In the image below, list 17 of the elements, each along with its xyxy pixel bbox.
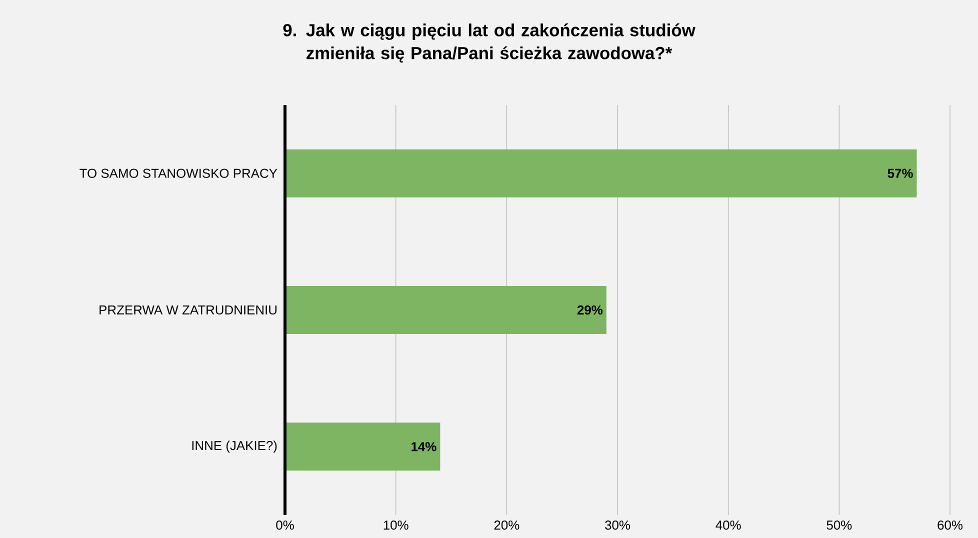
x-tick-label: 0% [276,520,294,530]
bar [285,149,917,198]
chart-title: 9. Jak w ciągu pięciu lat od zakończenia studiów zmieniła się Pana/Pani ścieżka zawodowa?* [283,23,696,63]
data-label: 29% [577,305,603,315]
data-label: 57% [888,168,913,178]
x-tick-label: 10% [384,520,408,530]
y-tick-label: INNE (JAKIE?) [192,440,277,453]
x-tick-label: 50% [826,520,852,530]
data-label: 14% [412,442,436,452]
y-tick-label: PRZERWA W ZATRUDNIENIU [100,305,276,315]
x-tick-label: 60% [938,520,963,530]
bar [285,422,440,471]
bar [285,286,606,334]
y-tick-label: TO SAMO STANOWISKO PRACY [80,168,278,178]
x-tick-label: 40% [716,520,741,530]
x-tick-label: 20% [494,520,520,530]
x-tick-label: 30% [605,520,630,530]
